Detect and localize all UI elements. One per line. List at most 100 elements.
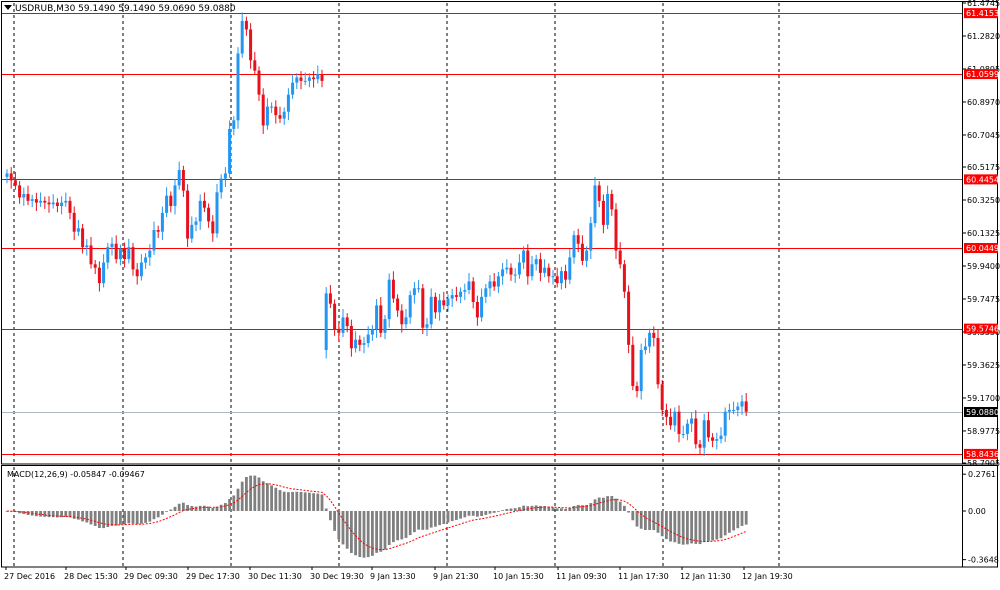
candle	[299, 71, 303, 90]
candle	[9, 167, 13, 189]
candle	[303, 72, 307, 86]
macd-bar	[89, 511, 93, 525]
candle	[711, 433, 715, 448]
macd-bar	[434, 511, 437, 527]
candle	[123, 242, 127, 268]
macd-bar	[177, 503, 181, 511]
level-label-box	[964, 448, 998, 459]
horizontal-level-lines	[2, 13, 962, 455]
macd-bar	[64, 511, 68, 517]
macd-bar	[429, 511, 433, 528]
candle	[622, 259, 626, 299]
macd-bar	[72, 511, 76, 519]
macd-bar	[366, 511, 370, 558]
price-tick-label: 59.3625	[967, 361, 1000, 370]
dropdown-arrow-icon[interactable]	[4, 5, 12, 10]
macd-bar	[497, 511, 500, 512]
candle	[404, 309, 408, 329]
macd-bar	[198, 505, 202, 511]
level-label: 58.8436	[966, 450, 999, 459]
macd-bar	[597, 497, 601, 511]
time-tick-label: 12 Jan 11:30	[680, 572, 731, 581]
candle	[669, 408, 673, 430]
macd-bar	[539, 505, 542, 511]
time-tick-label: 27 Dec 2016	[4, 572, 55, 581]
candle	[324, 287, 328, 359]
macd-bar	[673, 511, 677, 543]
candle	[165, 187, 169, 218]
macd-bar	[148, 511, 152, 522]
candle	[118, 244, 122, 266]
macd-bar	[140, 511, 143, 524]
price-tick-label: 61.2820	[967, 32, 1000, 41]
candle	[551, 269, 555, 285]
macd-bar	[203, 505, 206, 511]
candle	[559, 266, 563, 290]
candle	[5, 169, 9, 184]
macd-bar	[677, 511, 681, 544]
macd-bar	[551, 507, 555, 511]
candle	[572, 230, 576, 264]
macd-bar	[602, 497, 605, 511]
macd-bar	[387, 511, 391, 545]
macd-bar	[211, 508, 215, 511]
candle	[463, 283, 467, 301]
time-tick-label: 28 Dec 15:30	[64, 572, 118, 581]
time-tick-label: 9 Jan 13:30	[370, 572, 416, 581]
time-tick-label: 29 Dec 17:30	[186, 572, 240, 581]
candle	[480, 288, 484, 322]
macd-panel-border	[1, 465, 998, 568]
candle	[60, 196, 64, 215]
price-tick-label: 59.9400	[967, 262, 1000, 271]
candle	[106, 242, 110, 269]
macd-bar	[618, 501, 622, 511]
macd-title: MACD(12,26,9) -0.05847 -0.09467	[7, 470, 145, 479]
macd-bar	[728, 511, 731, 533]
macd-bar	[161, 511, 164, 515]
candle	[72, 206, 76, 241]
candle	[471, 277, 475, 309]
candle	[408, 290, 412, 324]
macd-bar	[660, 511, 664, 537]
candle	[652, 326, 656, 347]
candle	[81, 224, 85, 254]
macd-bar	[287, 492, 290, 511]
candle	[438, 293, 442, 321]
macd-bar	[581, 505, 584, 511]
macd-bar	[182, 502, 185, 511]
macd-bar	[127, 511, 131, 524]
time-tick-label: 12 Jan 19:30	[742, 572, 793, 581]
macd-bar	[156, 511, 160, 518]
macd-bar	[564, 508, 567, 511]
candle	[589, 216, 593, 259]
macd-bar	[131, 511, 135, 524]
macd-bar	[56, 511, 59, 518]
candlestick-series	[5, 12, 748, 457]
candle	[597, 181, 601, 208]
macd-bar	[261, 481, 265, 511]
candle	[400, 304, 404, 333]
candle	[648, 328, 652, 353]
current-price-label: 59.0880	[966, 408, 999, 417]
level-label-box	[964, 8, 998, 19]
candle	[223, 167, 227, 187]
candle	[139, 254, 143, 281]
macd-bar	[425, 511, 429, 530]
price-tick-label: 59.1700	[967, 394, 1000, 403]
candle	[47, 196, 51, 213]
candle	[349, 319, 353, 357]
candle	[517, 254, 521, 279]
candle	[261, 88, 265, 134]
macd-bar	[492, 511, 496, 513]
level-label: 60.0449	[966, 244, 999, 253]
macd-bar	[404, 511, 408, 538]
macd-bar	[43, 511, 47, 517]
macd-bar	[47, 511, 51, 518]
macd-bar	[152, 511, 156, 520]
candle	[732, 401, 736, 415]
candle	[564, 264, 568, 289]
candle	[530, 255, 534, 281]
macd-bar	[623, 505, 626, 511]
